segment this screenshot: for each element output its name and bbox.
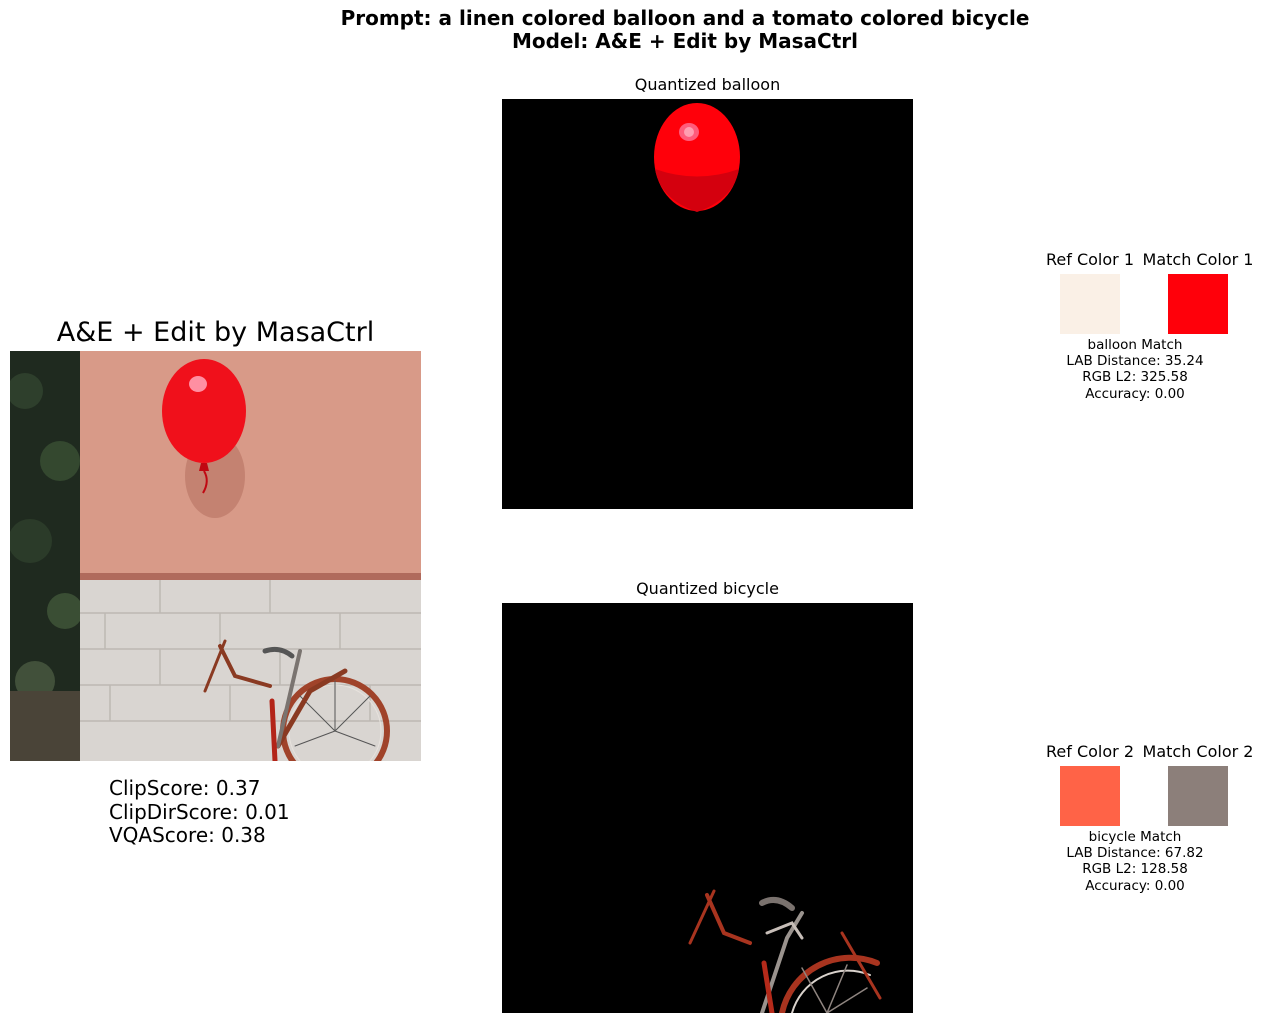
ground: [10, 691, 82, 761]
match-color-1-swatch: [1168, 274, 1228, 334]
bicycle-rgb-l2: RGB L2: 128.58: [1082, 861, 1188, 878]
brick-wall: [80, 580, 421, 761]
foliage-leaf: [40, 441, 80, 481]
model-line: Model: A&E + Edit by MasaCtrl: [511, 29, 859, 53]
pink-wall: [80, 351, 421, 576]
balloon-match-label: balloon Match: [1087, 337, 1183, 353]
scores-block: ClipScore: 0.37 ClipDirScore: 0.01 VQASc…: [109, 776, 290, 848]
balloon-rgb-l2: RGB L2: 325.58: [1082, 369, 1188, 386]
wall-ledge: [80, 573, 421, 580]
balloon-knot: [199, 463, 209, 471]
prompt-line: Prompt: a linen colored balloon and a to…: [340, 6, 1030, 30]
balloon-string: [202, 470, 208, 494]
ref-color-1-swatch: [1060, 274, 1120, 334]
clip-score: ClipScore: 0.37: [109, 776, 261, 800]
balloon-accuracy: Accuracy: 0.00: [1085, 385, 1185, 402]
clip-dir-score: ClipDirScore: 0.01: [109, 799, 290, 824]
bicycle-accuracy: Accuracy: 0.00: [1085, 877, 1185, 894]
ref-color-2-swatch: [1060, 766, 1120, 826]
quantized-bicycle-shape: [688, 889, 882, 1013]
vqa-score: VQAScore: 0.38: [109, 823, 266, 847]
foliage-leaf: [10, 519, 52, 563]
match-color-2-swatch: [1168, 766, 1228, 826]
ref-color-2-title: Ref Color 2: [1046, 742, 1134, 761]
bicycle: [203, 639, 390, 761]
bicycle-metrics: bicycle Match LAB Distance: 67.82 RGB L2…: [1045, 829, 1225, 894]
balloon-highlight: [189, 376, 207, 392]
ref-color-1-title: Ref Color 1: [1046, 250, 1134, 269]
quantized-bicycle-panel: [502, 603, 913, 1013]
balloon-metrics: balloon Match LAB Distance: 35.24 RGB L2…: [1045, 337, 1225, 402]
quantized-bicycle-title: Quantized bicycle: [636, 579, 779, 598]
image-title: A&E + Edit by MasaCtrl: [56, 317, 375, 348]
foliage-leaf: [10, 373, 43, 409]
brick-lines: [80, 580, 421, 722]
balloon-lab-distance: LAB Distance: 35.24: [1066, 353, 1204, 370]
match-color-1-title: Match Color 1: [1142, 250, 1254, 269]
balloon: [162, 359, 246, 463]
foliage-leaf: [47, 593, 83, 629]
figure-title: Prompt: a linen colored balloon and a to…: [0, 7, 1265, 53]
generated-image: [10, 351, 421, 761]
bicycle-match-label: bicycle Match: [1088, 829, 1182, 845]
quantized-balloon-highlight-core: [684, 127, 694, 137]
bicycle-lab-distance: LAB Distance: 67.82: [1066, 845, 1204, 862]
quantized-balloon-title: Quantized balloon: [634, 75, 781, 94]
quantized-balloon-shade: [655, 169, 739, 212]
match-color-2-title: Match Color 2: [1142, 742, 1254, 761]
quantized-balloon-panel: [502, 99, 913, 509]
